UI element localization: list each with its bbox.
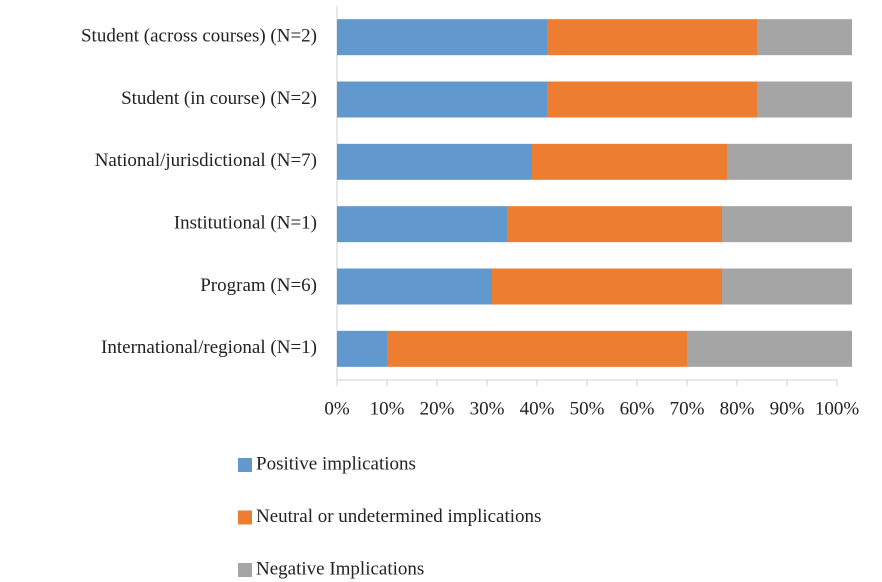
y-tick-label: Program (N=6) [200, 275, 317, 296]
bar-segment [337, 330, 387, 367]
x-tick-label: 70% [670, 398, 705, 419]
x-tick-label: 0% [324, 398, 350, 419]
bar-segment [532, 143, 727, 180]
legend-swatch [238, 563, 252, 577]
bar-segment [507, 206, 722, 243]
bar-segment [337, 81, 547, 118]
bar-segment [722, 206, 852, 243]
legend-swatch [238, 458, 252, 472]
bar-segment [337, 143, 532, 180]
bar-segment [757, 81, 852, 118]
x-tick-label: 60% [620, 398, 655, 419]
legend-label: Neutral or undetermined implications [256, 506, 541, 527]
bar-segment [387, 330, 687, 367]
legend-swatch [238, 510, 252, 525]
x-tick-label: 100% [815, 398, 860, 419]
bar-segment [337, 19, 547, 56]
bar-segment [757, 19, 852, 56]
x-tick-label: 10% [370, 398, 405, 419]
y-tick-label: International/regional (N=1) [101, 337, 317, 358]
x-tick-label: 40% [520, 398, 555, 419]
x-tick-label: 50% [570, 398, 605, 419]
bar-segment [547, 81, 757, 118]
legend-label: Negative Implications [256, 558, 424, 579]
x-tick-label: 20% [420, 398, 455, 419]
legend-label: Positive implications [256, 453, 416, 474]
y-tick-label: Student (across courses) (N=2) [81, 26, 317, 47]
bar-segment [722, 268, 852, 305]
bar-segment [687, 330, 852, 367]
x-tick-label: 80% [720, 398, 755, 419]
x-tick-label: 30% [470, 398, 505, 419]
y-tick-label: Student (in course) (N=2) [121, 88, 317, 109]
bar-segment [337, 206, 507, 243]
bar-segment [727, 143, 852, 180]
y-tick-label: Institutional (N=1) [174, 213, 317, 234]
bar-segment [492, 268, 722, 305]
y-tick-label: National/jurisdictional (N=7) [95, 150, 317, 171]
bar-segment [337, 268, 492, 305]
bar-segment [547, 19, 757, 56]
x-tick-label: 90% [770, 398, 805, 419]
